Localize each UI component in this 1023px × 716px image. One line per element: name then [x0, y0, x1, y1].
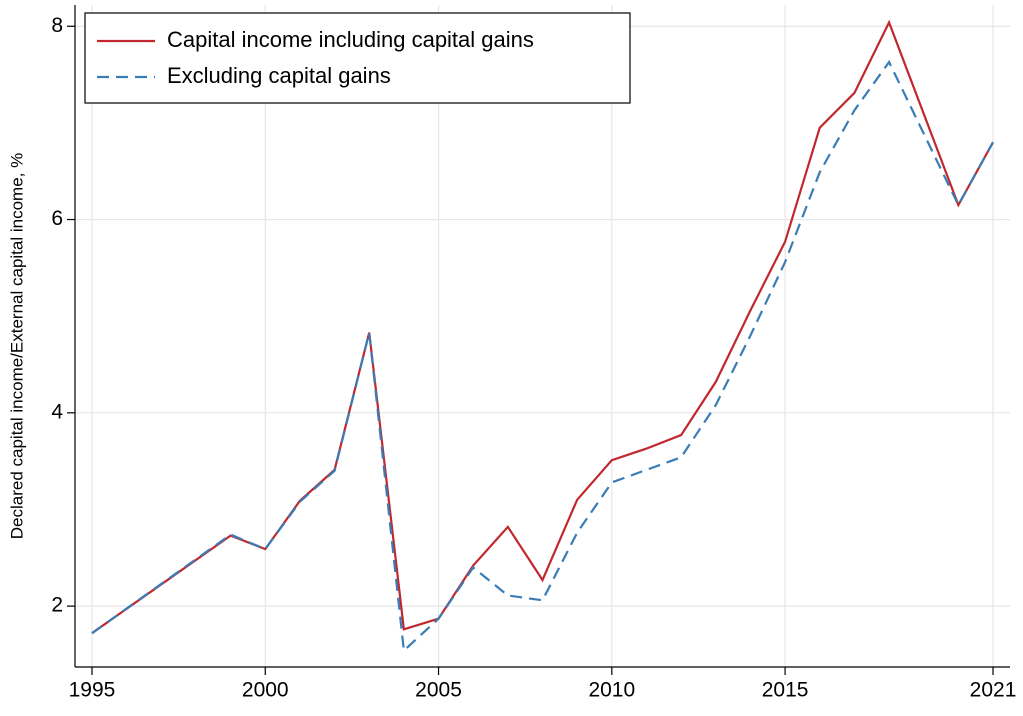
- y-tick-label: 8: [51, 14, 63, 37]
- x-tick-label: 2015: [762, 679, 809, 702]
- series-line: [91, 59, 994, 653]
- y-tick-label: 2: [51, 594, 63, 617]
- y-tick-label: 4: [51, 400, 63, 423]
- y-axis-label: Declared capital income/External capital…: [7, 153, 26, 539]
- legend-box: [84, 12, 631, 104]
- x-tick-label: 2010: [588, 679, 635, 702]
- x-tick-label: 1995: [69, 679, 116, 702]
- legend-label: Excluding capital gains: [167, 63, 391, 88]
- legend-label: Capital income including capital gains: [167, 27, 534, 52]
- y-tick-label: 6: [51, 207, 63, 230]
- x-tick-label: 2005: [415, 679, 462, 702]
- x-tick-label: 2000: [242, 679, 289, 702]
- series-line: [91, 19, 994, 635]
- x-tick-label: 2021: [970, 679, 1017, 702]
